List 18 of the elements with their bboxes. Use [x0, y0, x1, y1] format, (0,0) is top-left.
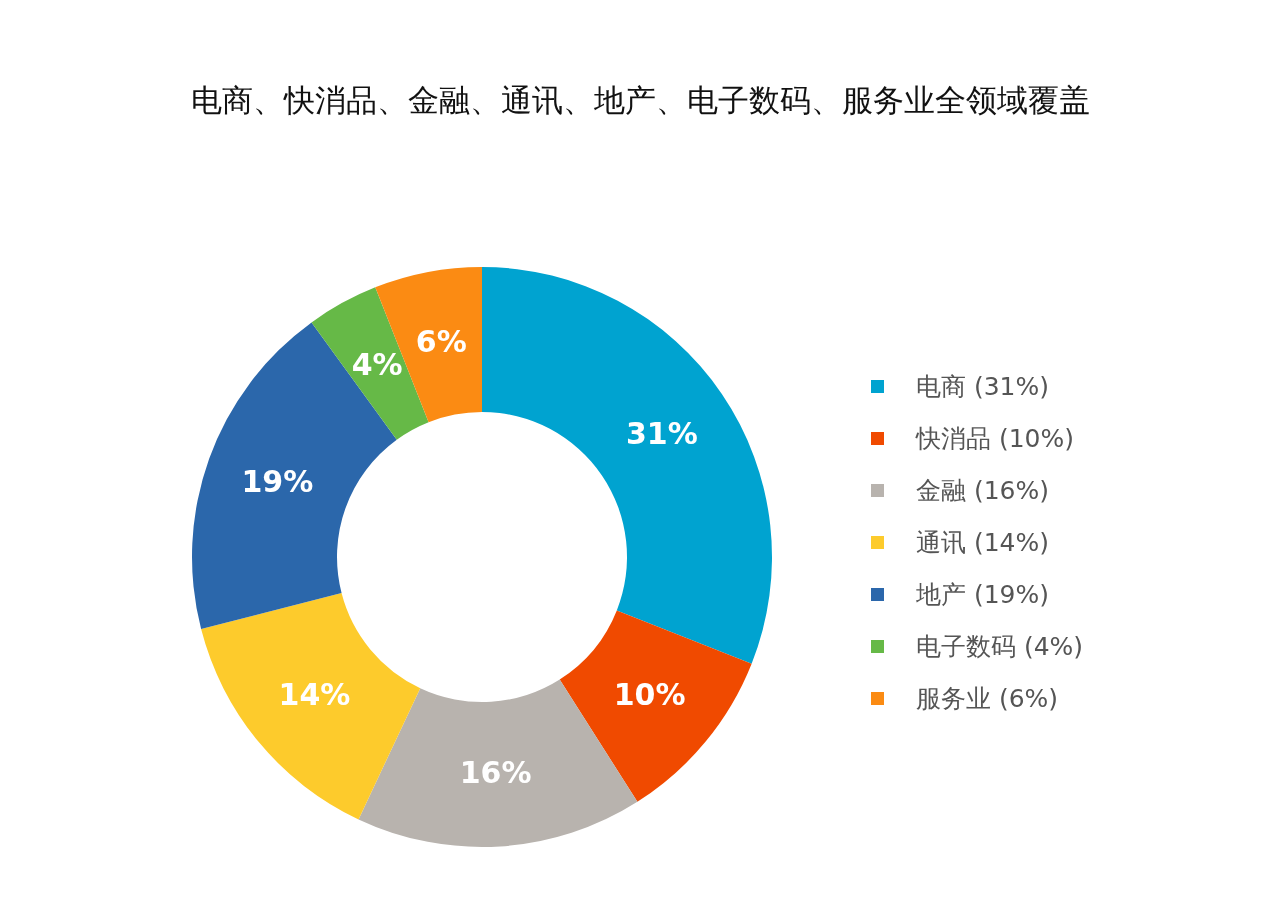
- donut-slice: [482, 267, 772, 664]
- legend-label: 金融 (16%): [916, 475, 1050, 505]
- data-label: 14%: [278, 676, 351, 712]
- legend-label: 电子数码 (4%): [916, 631, 1084, 661]
- legend-label: 快消品 (10%): [915, 423, 1075, 453]
- data-label: 4%: [351, 347, 403, 383]
- chart-title: 电商、快消品、金融、通讯、地产、电子数码、服务业全领域覆盖: [190, 82, 1090, 118]
- data-label: 19%: [241, 464, 314, 500]
- data-label: 6%: [415, 324, 467, 360]
- legend-label: 服务业 (6%): [916, 683, 1059, 713]
- donut-slice: [559, 610, 752, 802]
- data-label: 31%: [625, 415, 698, 451]
- data-label: 16%: [459, 755, 532, 791]
- donut-slice: [201, 593, 421, 820]
- legend-label: 通讯 (14%): [916, 527, 1050, 557]
- data-label: 10%: [613, 676, 686, 712]
- legend-label: 地产 (19%): [915, 579, 1050, 609]
- legend-label: 电商 (31%): [916, 371, 1050, 401]
